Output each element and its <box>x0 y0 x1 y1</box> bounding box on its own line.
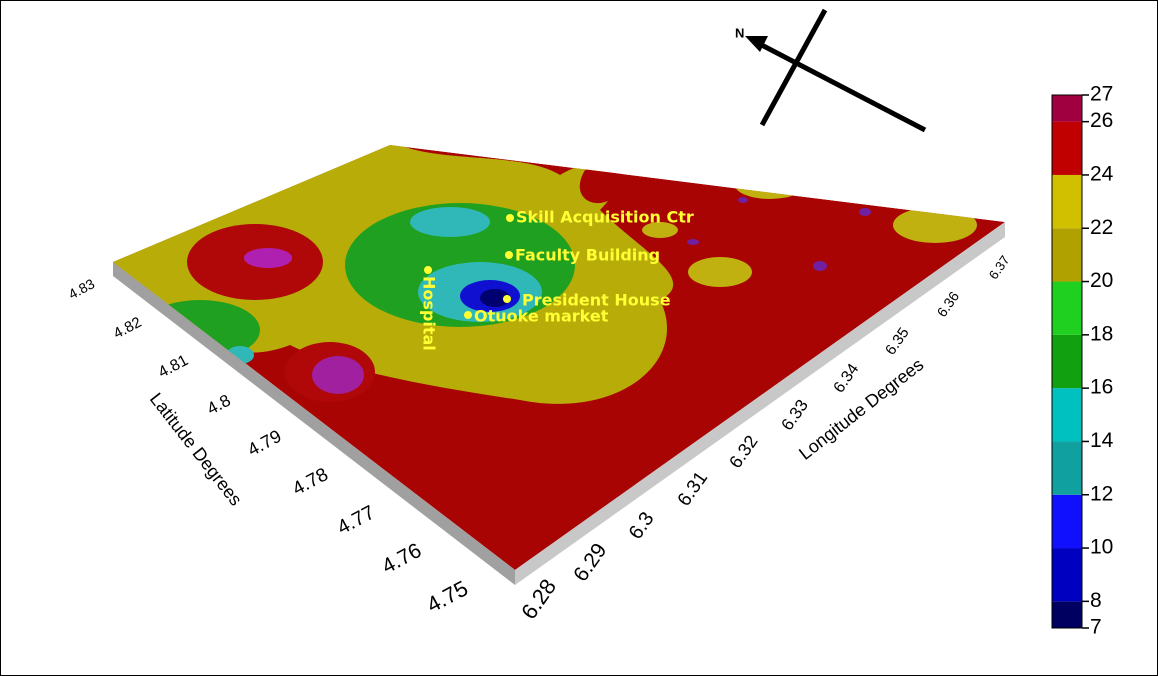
colorbar-tick-label: 10 <box>1090 536 1113 559</box>
colorbar-tick-label: 27 <box>1090 83 1113 106</box>
colorbar-band <box>1052 548 1082 601</box>
colorbar-band <box>1052 228 1082 281</box>
place-label: Skill Acquisition Ctr <box>516 208 694 227</box>
colorbar-tick-label: 8 <box>1090 589 1102 612</box>
colorbar-band <box>1052 95 1082 122</box>
place-label: Otuoke market <box>474 307 609 326</box>
colorbar-tick-label: 20 <box>1090 269 1113 292</box>
colorbar-band <box>1052 335 1082 388</box>
colorbar-band <box>1052 601 1082 628</box>
colorbar-band <box>1052 495 1082 548</box>
colorbar-tick-label: 7 <box>1090 616 1102 639</box>
colorbar-tick-label: 14 <box>1090 429 1114 452</box>
map: N Skill Acquisition Ctr Faculty Building… <box>0 0 1158 676</box>
colorbar-tick-label: 26 <box>1090 109 1113 132</box>
colorbar-band <box>1052 388 1082 441</box>
place-label: Hospital <box>420 276 439 351</box>
colorbar-tick-label: 22 <box>1090 216 1113 239</box>
colorbar-tick-label: 24 <box>1090 162 1114 185</box>
colorbar-tick-label: 16 <box>1090 376 1113 399</box>
colorbar-band <box>1052 122 1082 175</box>
colorbar-tick-label: 18 <box>1090 322 1113 345</box>
place-label: Faculty Building <box>515 246 660 265</box>
colorbar-band <box>1052 282 1082 335</box>
compass-label: N <box>735 25 744 40</box>
colorbar-band <box>1052 175 1082 228</box>
colorbar-tick-label: 12 <box>1090 482 1113 505</box>
colorbar-band <box>1052 441 1082 494</box>
